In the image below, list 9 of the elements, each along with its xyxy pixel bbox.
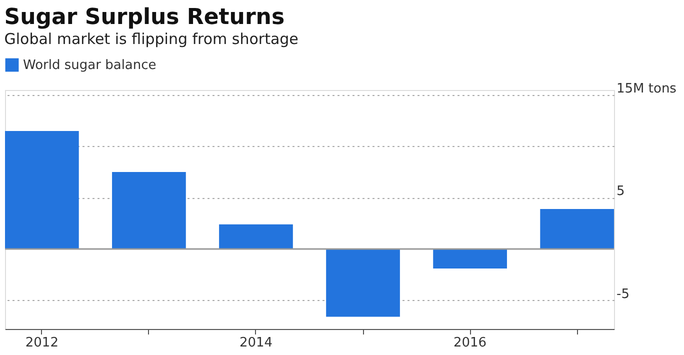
legend-label: World sugar balance [23,58,156,73]
x-tick-label: 2012 [25,336,58,350]
x-tick-label: 2014 [239,336,273,350]
y-tick-label: -5 [616,286,630,302]
x-tick-label: 2016 [454,336,487,350]
chart-title: Sugar Surplus Returns [4,5,285,30]
y-tick-label: 5 [616,184,625,200]
chart-subtitle: Global market is flipping from shortage [4,30,298,48]
y-tick-label: 15M tons [616,82,677,97]
